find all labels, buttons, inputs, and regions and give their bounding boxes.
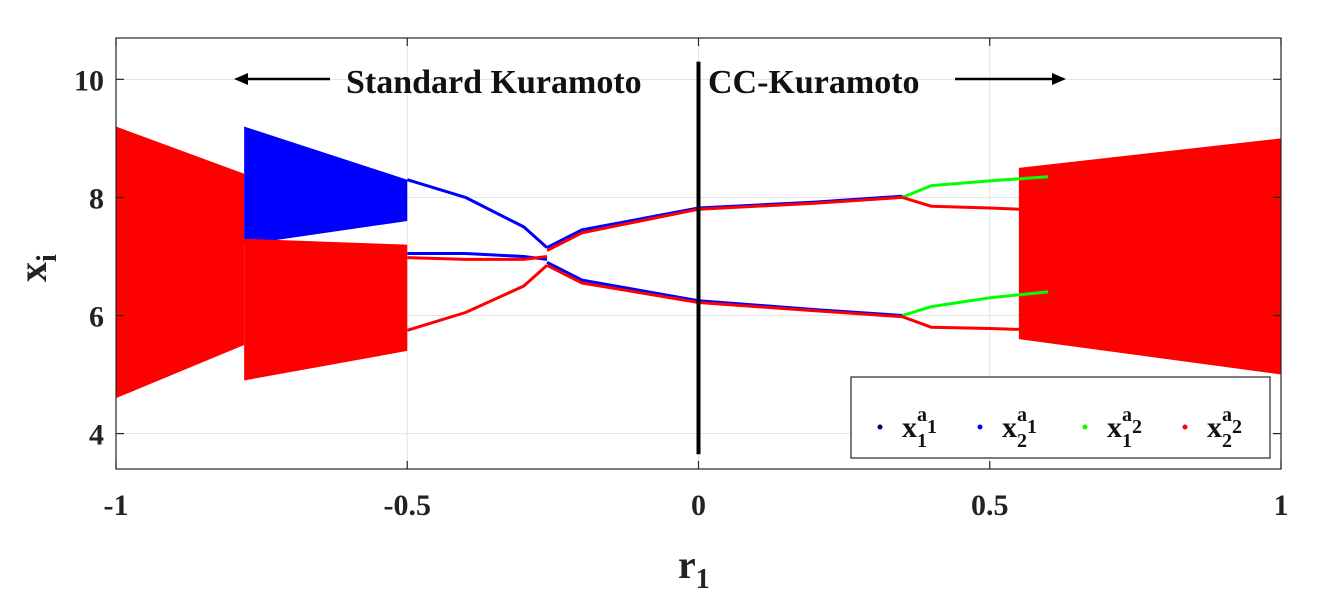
legend-sup-1: a — [1017, 404, 1027, 426]
right-region-label: CC-Kuramoto — [708, 64, 920, 101]
legend-label-1: x2 a1 — [1002, 404, 1037, 452]
legend-sup-2: a — [1122, 404, 1132, 426]
legend-base-3: x — [1207, 411, 1222, 444]
legend-sub-2: 1 — [1122, 430, 1132, 452]
y-axis-label-subscript: i — [32, 254, 63, 262]
branch-9 — [901, 195, 1049, 212]
left-arrow-head — [234, 73, 248, 85]
chaotic-band-2 — [244, 238, 408, 381]
y-axis-label-base: x — [10, 262, 55, 282]
x-axis-label: r1 — [678, 542, 710, 595]
legend-sub-1: 2 — [1017, 430, 1027, 452]
chaotic-bands — [116, 126, 1281, 399]
legend-sub-0: 1 — [917, 430, 927, 452]
branch-8 — [901, 175, 1049, 199]
legend-label-3: x2a2 — [1207, 404, 1242, 452]
y-axis-label: xi — [10, 254, 63, 282]
legend: x1a1 x2a1 x1a2 x2a2 — [850, 376, 1271, 459]
legend-base-2: x — [1107, 411, 1122, 444]
y-tick-label-3: 10 — [74, 64, 104, 97]
y-tick-label-1: 6 — [89, 300, 104, 333]
x-tick-label-1: -0.5 — [384, 489, 432, 522]
branch-11 — [901, 315, 1049, 332]
legend-supsub-0: 1 — [927, 416, 937, 438]
branch-3 — [406, 264, 548, 332]
x-tick-label-3: 0.5 — [971, 489, 1009, 522]
legend-marker-0 — [877, 424, 883, 430]
chaotic-band-3 — [1018, 138, 1281, 375]
legend-sup-0: a — [917, 404, 927, 426]
legend-marker-2 — [1082, 424, 1088, 430]
legend-supsub-1: 1 — [1027, 416, 1037, 438]
y-tick-label-2: 8 — [89, 182, 104, 215]
legend-base-0: x — [902, 411, 917, 444]
legend-supsub-2: 2 — [1132, 416, 1142, 438]
branch-0 — [406, 178, 548, 249]
x-tick-label-0: -1 — [104, 489, 129, 522]
legend-base-1: x — [1002, 411, 1017, 444]
x-axis-label-subscript: 1 — [696, 564, 710, 595]
left-region-label: Standard Kuramoto — [346, 64, 642, 101]
legend-marker-1 — [977, 424, 983, 430]
chaotic-band-1 — [244, 126, 408, 245]
legend-box — [850, 376, 1271, 459]
legend-entries: x1a1 x2a1 x1a2 x2a2 — [877, 404, 1242, 452]
legend-sup-3: a — [1222, 404, 1232, 426]
branch-2 — [407, 255, 548, 261]
legend-label-2: x1 a2 — [1107, 404, 1142, 452]
legend-label-0: x1a1 — [902, 404, 937, 452]
legend-supsub-3: 2 — [1232, 416, 1242, 438]
legend-sub-3: 2 — [1222, 430, 1232, 452]
x-tick-label-4: 1 — [1274, 489, 1289, 522]
chaotic-band-0 — [116, 126, 245, 399]
branch-10 — [901, 290, 1049, 317]
y-axis-label-text: xi — [10, 254, 63, 282]
axis-ticks: -1 -0.5 0 0.5 1 4 6 8 10 — [74, 38, 1289, 522]
x-tick-label-2: 0 — [691, 489, 706, 522]
region-annotations: Standard Kuramoto CC-Kuramoto — [234, 64, 1066, 101]
legend-marker-3 — [1182, 424, 1188, 430]
right-arrow-head — [1052, 73, 1066, 85]
y-tick-label-0: 4 — [89, 419, 104, 452]
x-axis-label-base: r — [678, 542, 696, 587]
